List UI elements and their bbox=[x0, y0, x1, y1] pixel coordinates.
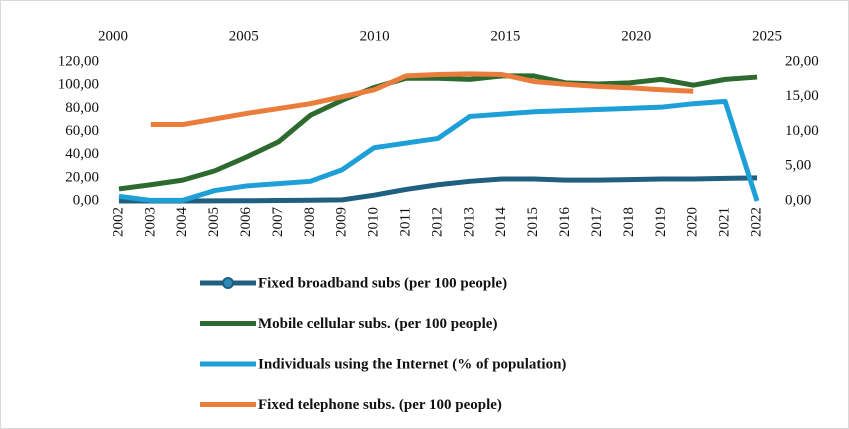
y-tick-label: 80,00 bbox=[65, 100, 99, 116]
y-tick-label: 60,00 bbox=[65, 123, 99, 139]
x2-tick-label: 2005 bbox=[229, 28, 259, 44]
legend-marker bbox=[222, 277, 234, 289]
x-tick-label: 2017 bbox=[589, 207, 605, 238]
legend-label: Fixed telephone subs. (per 100 people) bbox=[258, 397, 502, 413]
legend-label: Fixed broadband subs (per 100 people) bbox=[258, 275, 507, 291]
x-tick-label: 2004 bbox=[174, 207, 190, 238]
x-tick-label: 2012 bbox=[429, 207, 445, 237]
legend-label: Mobile cellular subs. (per 100 people) bbox=[258, 316, 497, 332]
x-tick-label: 2003 bbox=[142, 207, 158, 237]
x2-tick-label: 2000 bbox=[98, 28, 128, 44]
x-tick-label: 2013 bbox=[461, 207, 477, 237]
x-tick-label: 2014 bbox=[493, 207, 509, 238]
x-tick-label: 2002 bbox=[110, 207, 126, 237]
x-tick-label: 2007 bbox=[270, 207, 286, 238]
y-tick-label: 100,00 bbox=[58, 77, 99, 93]
y-tick-label: 120,00 bbox=[58, 53, 99, 69]
x-tick-label: 2018 bbox=[621, 207, 637, 237]
series-line bbox=[150, 71, 694, 128]
x2-tick-label: 2010 bbox=[360, 28, 390, 44]
series-line bbox=[118, 73, 758, 192]
x-tick-label: 2021 bbox=[717, 207, 733, 237]
y-tick-label: 40,00 bbox=[65, 146, 99, 162]
y-tick-label: 0,00 bbox=[73, 192, 99, 208]
x-tick-label: 2005 bbox=[206, 207, 222, 237]
y-tick-label: 20,00 bbox=[65, 169, 99, 185]
x2-tick-label: 2020 bbox=[621, 28, 651, 44]
x-tick-label: 2006 bbox=[238, 207, 254, 238]
x-tick-label: 2022 bbox=[748, 207, 764, 237]
series-line bbox=[118, 98, 760, 203]
x-tick-label: 2008 bbox=[302, 207, 318, 237]
series-line bbox=[118, 175, 758, 204]
x-tick-label: 2016 bbox=[557, 207, 573, 238]
x2-tick-label: 2015 bbox=[490, 28, 520, 44]
y2-tick-label: 20,00 bbox=[785, 53, 819, 69]
x-tick-label: 2015 bbox=[525, 207, 541, 237]
x-tick-label: 2010 bbox=[366, 207, 382, 237]
y2-tick-label: 0,00 bbox=[785, 192, 811, 208]
x-tick-label: 2009 bbox=[334, 207, 350, 237]
x2-tick-label: 2025 bbox=[752, 28, 782, 44]
y2-tick-label: 5,00 bbox=[785, 158, 811, 174]
x-tick-label: 2019 bbox=[653, 207, 669, 237]
legend-label: Individuals using the Internet (% of pop… bbox=[258, 356, 566, 372]
y2-tick-label: 15,00 bbox=[785, 88, 819, 104]
y2-tick-label: 10,00 bbox=[785, 123, 819, 139]
x-tick-label: 2011 bbox=[398, 207, 414, 236]
x-tick-label: 2020 bbox=[685, 207, 701, 237]
